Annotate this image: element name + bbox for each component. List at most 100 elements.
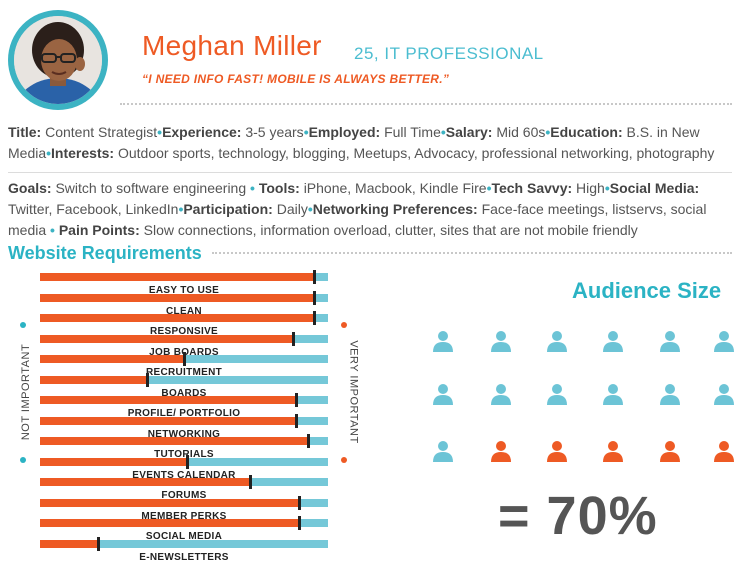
requirement-fill — [40, 376, 147, 384]
employed-label: Employed: — [308, 124, 381, 140]
requirement-fill — [40, 478, 250, 486]
salary-label: Salary: — [445, 124, 493, 140]
separator-dot: • — [486, 180, 492, 196]
requirement-bar — [40, 393, 328, 407]
person-icon — [713, 330, 735, 352]
requirement-label: EASY TO USE — [148, 285, 220, 296]
requirement-bar — [40, 496, 328, 510]
requirement-bar — [40, 537, 328, 551]
separator-dot: • — [440, 124, 446, 140]
requirement-marker — [313, 270, 316, 284]
requirement-marker — [292, 332, 295, 346]
requirement-fill — [40, 396, 296, 404]
person-icon — [602, 330, 624, 352]
requirement-bar — [40, 475, 328, 489]
person-icon — [659, 330, 681, 352]
person-icon — [432, 383, 454, 405]
requirement-label: MEMBER PERKS — [141, 511, 227, 522]
requirement-marker — [186, 455, 189, 469]
requirement-label: RESPONSIVE — [149, 326, 219, 337]
separator-dot: • — [157, 124, 163, 140]
not-important-label: NOT IMPORTANT — [20, 343, 33, 441]
requirement-fill — [40, 273, 314, 281]
participation-value: Daily — [276, 201, 308, 217]
requirement-label: RECRUITMENT — [145, 367, 223, 378]
requirement-fill — [40, 458, 187, 466]
requirement-fill — [40, 294, 314, 302]
person-icon — [546, 440, 568, 462]
requirement-bar — [40, 311, 328, 325]
requirement-marker — [97, 537, 100, 551]
person-icon — [490, 330, 512, 352]
requirement-marker — [313, 291, 316, 305]
separator-dot: • — [46, 145, 52, 161]
person-icon — [490, 383, 512, 405]
very-important-bottom-dot — [341, 457, 347, 463]
requirement-fill — [40, 355, 184, 363]
section-divider — [8, 172, 732, 173]
not-important-top-dot — [20, 322, 26, 328]
title-value: Content Strategist — [45, 124, 158, 140]
requirement-label: SOCIAL MEDIA — [145, 531, 223, 542]
persona-subtitle: 25, IT PROFESSIONAL — [354, 44, 544, 63]
requirement-marker — [295, 414, 298, 428]
requirement-marker — [295, 393, 298, 407]
very-important-label: VERY IMPORTANT — [347, 340, 360, 444]
requirements-title: Website Requirements — [8, 243, 202, 263]
pain-value: Slow connections, information overload, … — [143, 222, 638, 238]
avatar — [8, 10, 108, 110]
education-label: Education: — [550, 124, 623, 140]
requirement-bar — [40, 332, 328, 346]
separator-dot: • — [545, 124, 551, 140]
experience-value: 3-5 years — [245, 124, 304, 140]
salary-value: Mid 60s — [496, 124, 546, 140]
requirement-bar — [40, 434, 328, 448]
requirement-label: CLEAN — [166, 306, 202, 317]
profile-photo — [14, 16, 102, 104]
employed-value: Full Time — [384, 124, 441, 140]
networking-label: Networking Preferences: — [312, 201, 478, 217]
requirement-fill — [40, 499, 299, 507]
separator-dot: • — [178, 201, 184, 217]
participation-label: Participation: — [183, 201, 273, 217]
requirement-bar — [40, 270, 328, 284]
savvy-label: Tech Savvy: — [491, 180, 573, 196]
education-value: B.S. in New Media — [8, 124, 700, 161]
requirement-marker — [183, 352, 186, 366]
requirement-bar — [40, 373, 328, 387]
pain-label: Pain Points: — [58, 222, 140, 238]
goals-label: Goals: — [8, 180, 52, 196]
person-icon — [602, 383, 624, 405]
requirement-marker — [313, 311, 316, 325]
networking-value: Face-face meetings, listservs, social me… — [8, 201, 707, 238]
requirement-bar — [40, 455, 328, 469]
requirement-fill — [40, 417, 296, 425]
person-icon — [659, 383, 681, 405]
requirement-marker — [146, 373, 149, 387]
requirement-bar — [40, 291, 328, 305]
persona-name: Meghan Miller — [142, 30, 322, 61]
requirement-marker — [249, 475, 252, 489]
requirement-label: NETWORKING — [147, 429, 221, 440]
requirement-bar — [40, 352, 328, 366]
requirement-label: FORUMS — [161, 490, 207, 501]
very-important-top-dot — [341, 322, 347, 328]
separator-dot: • — [604, 180, 610, 196]
tools-label: Tools: — [258, 180, 300, 196]
requirement-bar — [40, 516, 328, 530]
audience-title: Audience Size — [572, 278, 722, 303]
person-icon — [546, 383, 568, 405]
audience-percent: = 70% — [498, 486, 658, 546]
requirement-fill — [40, 314, 314, 322]
person-icon — [602, 440, 624, 462]
requirement-marker — [298, 516, 301, 530]
person-icon — [546, 330, 568, 352]
interests-value: Outdoor sports, technology, blogging, Me… — [117, 145, 715, 161]
person-icon — [490, 440, 512, 462]
experience-label: Experience: — [162, 124, 242, 140]
person-icon — [432, 440, 454, 462]
requirement-label: EVENTS CALENDAR — [132, 470, 236, 481]
requirement-label: PROFILE/ PORTFOLIO — [127, 408, 241, 419]
requirement-fill — [40, 540, 98, 548]
tools-value: iPhone, Macbook, Kindle Fire — [303, 180, 487, 196]
